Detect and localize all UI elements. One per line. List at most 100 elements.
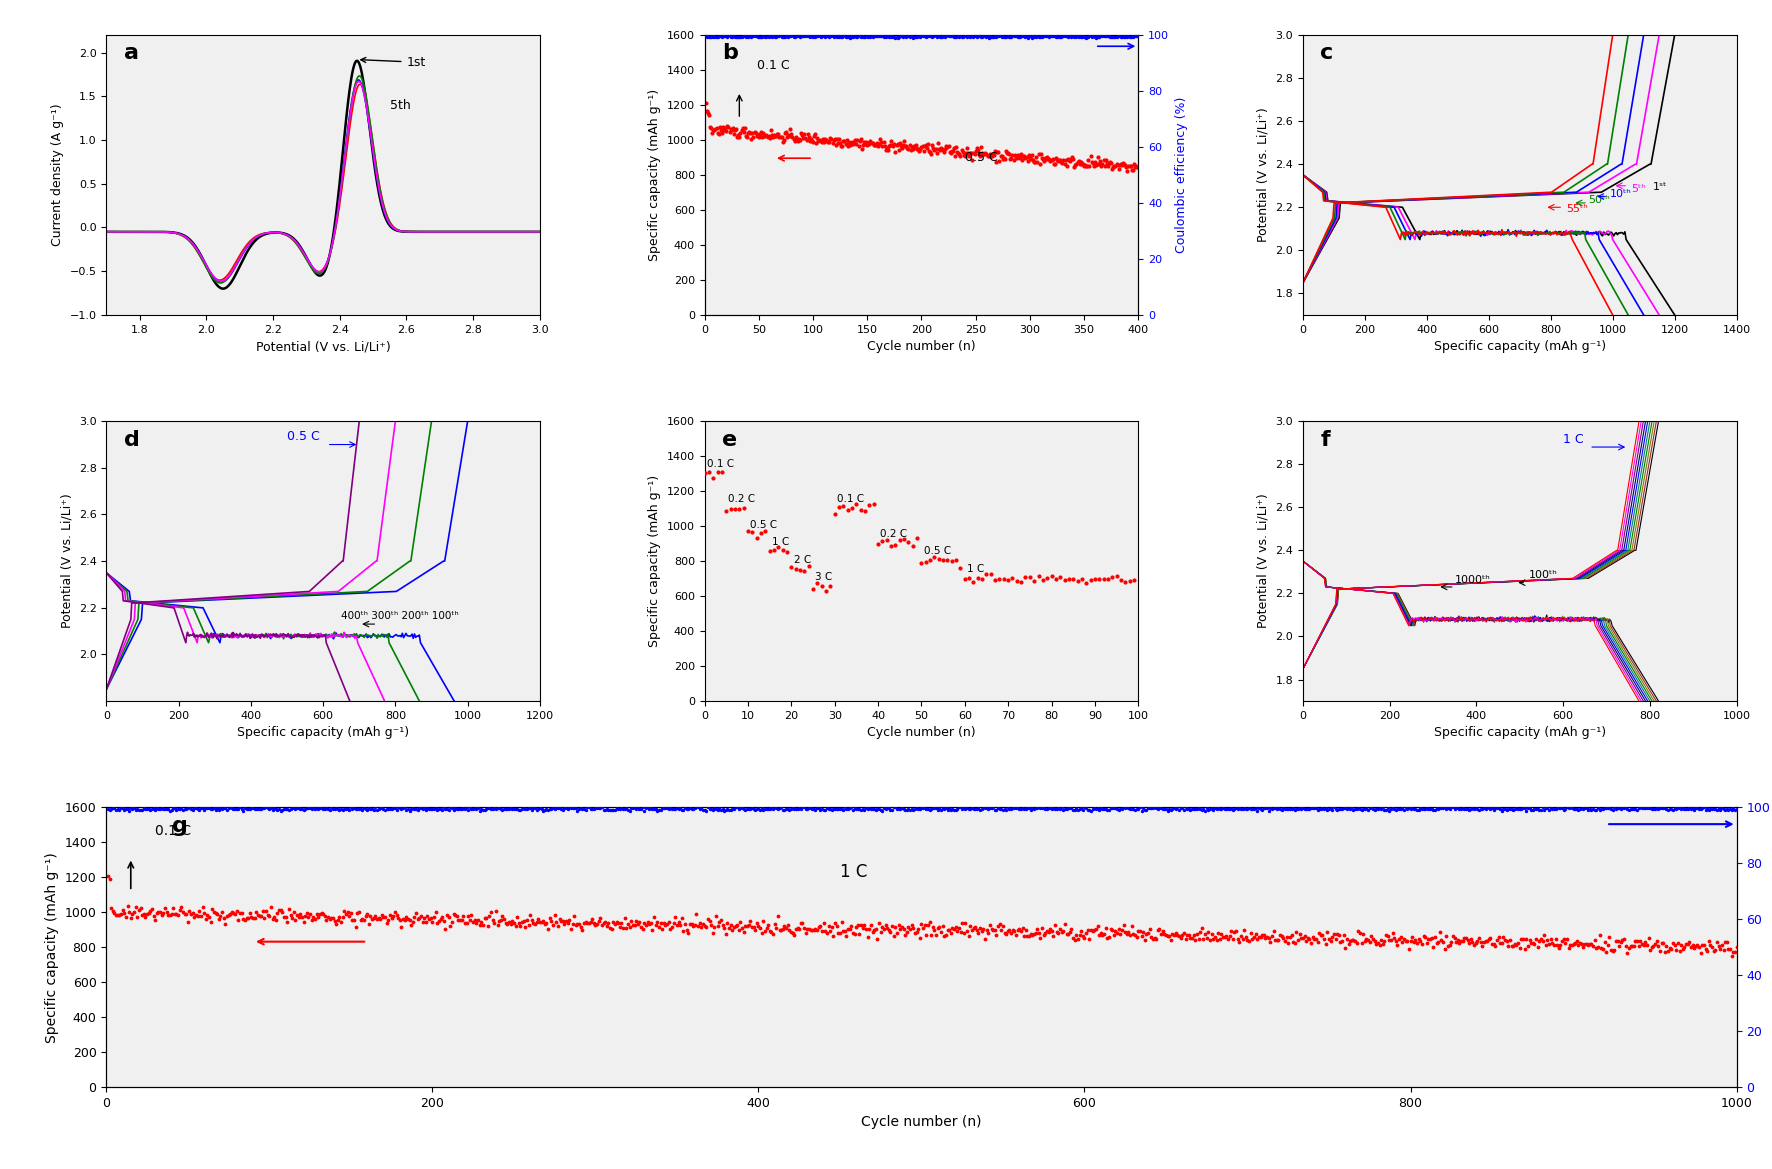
Point bbox=[810, 26, 838, 44]
Point bbox=[595, 801, 624, 819]
Point bbox=[1063, 929, 1092, 948]
Point bbox=[670, 921, 698, 940]
Point bbox=[829, 497, 858, 516]
Point bbox=[914, 800, 943, 818]
Point bbox=[376, 906, 404, 925]
Point bbox=[521, 798, 549, 817]
Point bbox=[253, 798, 282, 817]
Point bbox=[468, 913, 496, 932]
Point bbox=[1634, 798, 1662, 817]
Point bbox=[776, 800, 804, 818]
Point bbox=[1708, 935, 1737, 954]
Point bbox=[1625, 798, 1653, 817]
Point bbox=[604, 800, 633, 818]
Point bbox=[783, 130, 812, 148]
Point bbox=[1030, 570, 1058, 589]
Point bbox=[1072, 924, 1100, 942]
Point bbox=[140, 798, 168, 817]
Point bbox=[1108, 28, 1136, 47]
Point bbox=[760, 27, 789, 46]
Point bbox=[1001, 27, 1030, 46]
Point bbox=[695, 27, 723, 46]
Point bbox=[606, 918, 634, 936]
Point bbox=[808, 27, 836, 46]
Point bbox=[661, 800, 689, 818]
Point bbox=[1538, 800, 1566, 818]
Point bbox=[473, 918, 501, 936]
Point bbox=[693, 802, 721, 821]
Point bbox=[1115, 798, 1143, 817]
Point bbox=[1680, 939, 1708, 957]
Point bbox=[1131, 931, 1159, 949]
Point bbox=[748, 798, 776, 817]
Point bbox=[794, 800, 822, 818]
Point bbox=[587, 800, 615, 818]
Point bbox=[819, 133, 847, 152]
Point bbox=[698, 27, 727, 46]
Point bbox=[737, 800, 766, 818]
Point bbox=[1556, 798, 1584, 817]
Point bbox=[1092, 919, 1120, 938]
Point bbox=[831, 131, 859, 150]
Point bbox=[913, 926, 941, 945]
Point bbox=[1012, 27, 1040, 46]
Point bbox=[939, 141, 968, 160]
Point bbox=[1492, 801, 1520, 819]
Point bbox=[955, 926, 983, 945]
Point bbox=[1115, 572, 1143, 590]
Point bbox=[1421, 801, 1449, 819]
Point bbox=[1184, 798, 1212, 817]
Point bbox=[597, 801, 626, 819]
Point bbox=[1285, 931, 1313, 949]
Point bbox=[519, 913, 548, 932]
Point bbox=[943, 800, 971, 818]
Point bbox=[905, 141, 934, 160]
Point bbox=[400, 908, 429, 927]
Point bbox=[165, 900, 193, 919]
Point bbox=[1664, 934, 1692, 953]
Point bbox=[1081, 28, 1109, 47]
Point bbox=[1412, 933, 1441, 952]
Point bbox=[1644, 936, 1673, 955]
Point bbox=[1561, 934, 1589, 953]
Point bbox=[1060, 801, 1088, 819]
Point bbox=[982, 926, 1010, 945]
Point bbox=[1609, 931, 1637, 949]
Point bbox=[918, 136, 946, 154]
Point bbox=[966, 918, 994, 936]
Point bbox=[594, 913, 622, 932]
Point bbox=[296, 905, 324, 924]
Point bbox=[929, 798, 957, 817]
Point bbox=[103, 905, 131, 924]
Point bbox=[560, 798, 588, 817]
Point bbox=[968, 138, 996, 157]
Point bbox=[1317, 798, 1345, 817]
Point bbox=[165, 800, 193, 818]
Point bbox=[796, 920, 824, 939]
Point bbox=[725, 126, 753, 145]
Point bbox=[1033, 921, 1061, 940]
Point bbox=[828, 27, 856, 46]
Point bbox=[973, 565, 1001, 583]
Point bbox=[1200, 929, 1228, 948]
Point bbox=[656, 798, 684, 817]
Point bbox=[968, 569, 996, 588]
Point bbox=[191, 909, 220, 928]
Point bbox=[959, 800, 987, 818]
Point bbox=[1104, 155, 1132, 174]
Point bbox=[181, 907, 209, 926]
Point bbox=[507, 916, 535, 935]
Point bbox=[813, 798, 842, 817]
Point bbox=[1517, 934, 1545, 953]
Point bbox=[1143, 800, 1171, 818]
Point bbox=[335, 801, 363, 819]
Point bbox=[1535, 934, 1563, 953]
Point bbox=[448, 800, 477, 818]
Point bbox=[1100, 798, 1129, 817]
Point bbox=[909, 27, 937, 46]
Point bbox=[1006, 922, 1035, 941]
Point bbox=[1090, 570, 1118, 589]
Point bbox=[921, 926, 950, 945]
Point bbox=[151, 899, 179, 918]
Point bbox=[264, 801, 292, 819]
